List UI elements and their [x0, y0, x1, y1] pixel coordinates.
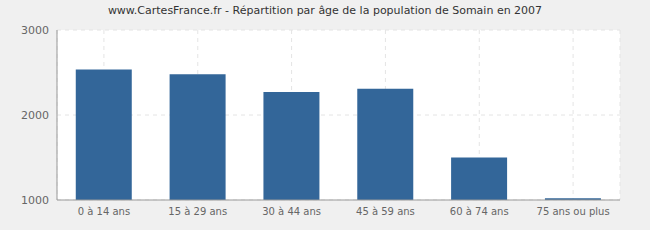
svg-text:30 à 44 ans: 30 à 44 ans — [262, 206, 321, 217]
svg-text:0 à 14 ans: 0 à 14 ans — [78, 206, 130, 217]
svg-text:1000: 1000 — [21, 194, 49, 207]
svg-text:2000: 2000 — [21, 109, 49, 122]
svg-text:3000: 3000 — [21, 24, 49, 37]
html-text:www.CartesFrance.fr - Répartit: www.CartesFrance.fr - Répartition par âg… — [107, 4, 543, 17]
svg-text:60 à 74 ans: 60 à 74 ans — [450, 206, 509, 217]
svg-text:75 ans ou plus: 75 ans ou plus — [537, 206, 610, 217]
svg-text:45 à 59 ans: 45 à 59 ans — [356, 206, 415, 217]
svg-text:15 à 29 ans: 15 à 29 ans — [168, 206, 227, 217]
